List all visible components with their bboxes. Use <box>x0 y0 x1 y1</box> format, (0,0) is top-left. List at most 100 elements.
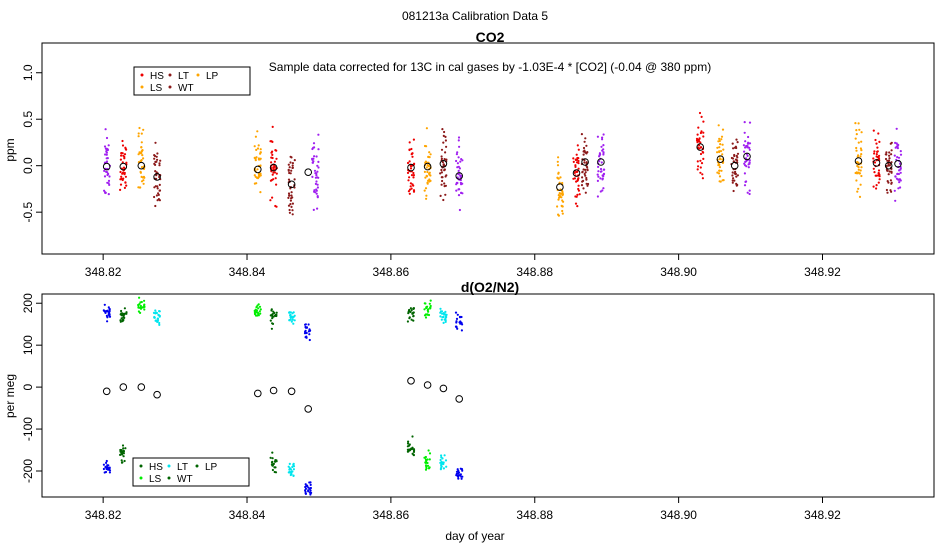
o2n2-point <box>308 333 311 336</box>
o2n2-point <box>257 314 260 317</box>
co2-mean-marker <box>269 163 278 172</box>
co2-point <box>155 160 158 163</box>
o2n2-point <box>258 310 261 313</box>
o2n2-legend-item-ls: LS <box>139 474 162 485</box>
co2-point <box>734 145 738 148</box>
co2-legend-label-lp: LP <box>206 71 219 82</box>
co2-point <box>121 144 125 147</box>
co2-point <box>583 161 586 164</box>
co2-point <box>731 142 734 145</box>
co2-point <box>158 183 161 186</box>
co2-point <box>427 155 430 159</box>
co2-point <box>860 140 863 143</box>
o2n2-xtick-label: 348.88 <box>516 508 553 522</box>
co2-mean-marker <box>730 161 739 170</box>
co2-point <box>577 159 580 163</box>
co2-point <box>119 170 122 174</box>
co2-annotation: Sample data corrected for 13C in cal gas… <box>269 60 711 74</box>
o2n2-point <box>292 315 295 318</box>
co2-point <box>572 160 575 163</box>
o2n2-xtick-label: 348.82 <box>85 508 122 522</box>
o2n2-mean-marker <box>455 395 464 403</box>
co2-point <box>156 152 159 155</box>
o2n2-point <box>272 310 275 313</box>
o2n2-point <box>408 310 411 313</box>
o2n2-point <box>292 322 295 325</box>
co2-point <box>456 151 459 154</box>
co2-point <box>254 157 257 160</box>
co2-point <box>561 209 564 213</box>
co2-point <box>139 152 142 155</box>
co2-point <box>700 115 703 118</box>
o2n2-point <box>253 312 257 316</box>
o2n2-point <box>407 440 410 443</box>
co2-point <box>107 144 110 147</box>
o2n2-point <box>139 304 142 308</box>
co2-point <box>119 188 122 191</box>
co2-point <box>291 209 294 212</box>
o2n2-point <box>152 311 156 314</box>
co2-point <box>120 175 123 178</box>
co2-point <box>884 157 888 161</box>
co2-point <box>747 166 750 169</box>
o2n2-point <box>410 318 413 321</box>
co2-point <box>572 157 575 160</box>
co2-point <box>585 178 588 181</box>
co2-point <box>557 172 560 175</box>
co2-point <box>877 181 880 184</box>
co2-point <box>875 174 878 177</box>
co2-legend-marker-wt <box>168 85 172 89</box>
co2-point <box>106 171 109 174</box>
co2-point <box>457 139 460 142</box>
co2-point <box>886 180 889 183</box>
o2n2-point <box>106 320 109 323</box>
co2-point <box>859 155 862 158</box>
o2n2-point <box>259 308 262 311</box>
co2-point <box>425 197 428 200</box>
co2-point <box>583 172 586 176</box>
co2-mean-marker <box>102 162 111 171</box>
co2-point <box>718 137 721 140</box>
co2-point <box>700 162 704 165</box>
co2-point <box>443 169 446 172</box>
o2n2-mean-marker <box>153 390 161 399</box>
co2-mean-marker <box>716 155 725 163</box>
o2n2-point <box>121 444 125 447</box>
co2-point <box>575 153 578 156</box>
o2n2-point <box>412 311 415 314</box>
co2-point <box>721 158 724 161</box>
co2-point <box>123 153 127 156</box>
co2-point <box>158 164 161 167</box>
co2-point <box>441 128 444 131</box>
o2n2-ytick-label: -100 <box>21 417 35 441</box>
co2-point <box>140 132 143 135</box>
co2-y-axis: -0.5 0.0 0.5 1.0 <box>21 64 42 223</box>
co2-point <box>718 139 721 143</box>
o2n2-point <box>289 318 292 321</box>
o2n2-point <box>119 448 122 452</box>
co2-point <box>255 148 258 151</box>
o2n2-point <box>459 321 462 324</box>
co2-point <box>107 172 110 175</box>
co2-point <box>573 171 576 174</box>
co2-point <box>258 175 261 178</box>
co2-point <box>291 166 294 169</box>
co2-point <box>290 169 293 172</box>
co2-point <box>458 208 461 212</box>
co2-point <box>441 179 444 183</box>
co2-point <box>700 146 703 149</box>
co2-point <box>257 158 260 161</box>
o2n2-point <box>455 321 458 324</box>
o2n2-mean-marker <box>137 383 146 391</box>
o2n2-point <box>103 303 106 306</box>
co2-point <box>287 192 291 195</box>
o2n2-point <box>104 470 108 474</box>
co2-point <box>409 185 412 188</box>
co2-point <box>456 162 459 165</box>
o2n2-point <box>155 311 158 314</box>
co2-point <box>256 168 259 171</box>
co2-point <box>860 131 863 134</box>
co2-point <box>461 159 464 162</box>
co2-point <box>443 130 446 134</box>
co2-point <box>577 184 580 187</box>
